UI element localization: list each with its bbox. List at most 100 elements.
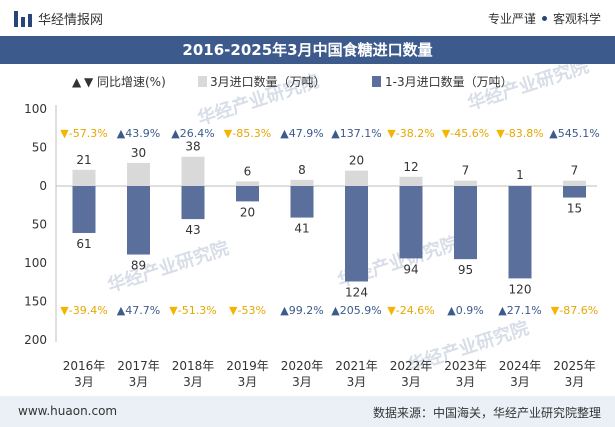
bar-cumulative-label: 124	[345, 285, 368, 299]
footer: www.huaon.com 数据来源：中国海关，华经产业研究院整理	[0, 396, 615, 427]
legend-cumulative-label: 1-3月进口数量（万吨）	[385, 74, 513, 89]
watermark-text: 华经产业研究院	[465, 64, 592, 115]
bar-cumulative	[181, 186, 205, 220]
growth-month-label: ▼-83.8%	[496, 127, 543, 140]
brand-name: 华经情报网	[38, 13, 104, 28]
x-category-month: 3月	[238, 375, 258, 389]
y-tick-label: 100	[24, 102, 47, 116]
y-tick-label: 150	[24, 295, 47, 309]
bar-cumulative	[72, 186, 96, 233]
growth-cumulative-label: ▼-53%	[229, 304, 266, 317]
bar-month	[399, 176, 423, 186]
x-category-year: 2017年	[117, 359, 160, 373]
bar-month	[127, 162, 150, 186]
brand: 华经情报网	[14, 9, 103, 28]
bar-cumulative	[236, 186, 259, 202]
bar-month-label: 20	[349, 154, 364, 168]
tagline: 专业严谨 客观科学	[488, 10, 601, 27]
logo-icon	[14, 10, 32, 27]
growth-month-label: ▲47.9%	[280, 127, 323, 140]
legend-month-label: 3月进口数量（万吨）	[210, 74, 326, 89]
bar-month	[181, 156, 205, 186]
bar-cumulative-label: 43	[185, 223, 200, 237]
growth-month-label: ▲545.1%	[549, 127, 599, 140]
growth-cumulative-label: ▼-87.6%	[551, 304, 598, 317]
growth-month-label: ▲43.9%	[117, 127, 160, 140]
growth-month-label: ▼-45.6%	[442, 127, 489, 140]
growth-month-label: ▼-57.3%	[60, 127, 107, 140]
x-category-year: 2025年	[553, 359, 596, 373]
x-category-month: 3月	[565, 375, 585, 389]
bar-cumulative-label: 15	[567, 202, 582, 216]
x-category-year: 2023年	[444, 359, 487, 373]
y-tick-label: 50	[32, 218, 47, 232]
tagline-2: 客观科学	[552, 12, 601, 26]
growth-cumulative-label: ▲99.2%	[280, 304, 323, 317]
top-bar: 华经情报网 专业严谨 客观科学	[0, 0, 615, 36]
y-tick-label: 100	[24, 256, 47, 270]
bar-month-label: 21	[76, 153, 91, 167]
website-link[interactable]: www.huaon.com	[18, 404, 118, 418]
x-category-month: 3月	[510, 375, 530, 389]
bar-cumulative	[563, 186, 586, 198]
growth-month-label: ▼-38.2%	[387, 127, 434, 140]
growth-cumulative-label: ▲27.1%	[498, 304, 541, 317]
bar-cumulative	[290, 186, 314, 218]
growth-month-label: ▼-85.3%	[224, 127, 271, 140]
growth-month-label: ▲137.1%	[331, 127, 381, 140]
bar-month-label: 38	[185, 140, 200, 154]
legend-cumulative-swatch	[372, 76, 381, 87]
x-category-month: 3月	[74, 375, 94, 389]
growth-month-label: ▲26.4%	[171, 127, 214, 140]
bar-month-label: 7	[462, 164, 470, 178]
x-category-month: 3月	[183, 375, 203, 389]
legend-growth-label: 同比增速(%)	[97, 75, 166, 89]
bar-month	[454, 180, 477, 186]
growth-cumulative-label: ▼-24.6%	[387, 304, 434, 317]
chart-title: 2016-2025年3月中国食糖进口数量	[182, 41, 433, 59]
x-category-year: 2020年	[281, 359, 324, 373]
bar-month	[508, 185, 532, 186]
x-category-month: 3月	[292, 375, 312, 389]
bar-cumulative	[508, 186, 532, 279]
bar-cumulative-label: 120	[509, 282, 532, 296]
watermark-text: 华经产业研究院	[105, 237, 232, 297]
tagline-1: 专业严谨	[487, 12, 536, 26]
bar-cumulative	[399, 186, 423, 259]
growth-cumulative-label: ▲0.9%	[447, 304, 483, 317]
bar-month	[563, 180, 586, 186]
bar-cumulative-label: 61	[76, 237, 91, 251]
bar-month	[290, 179, 314, 186]
growth-cumulative-label: ▼-39.4%	[60, 304, 107, 317]
growth-cumulative-label: ▲205.9%	[331, 304, 381, 317]
bar-cumulative	[454, 186, 477, 260]
growth-cumulative-label: ▼-51.3%	[169, 304, 216, 317]
bar-month-label: 6	[244, 164, 252, 178]
bar-month-label: 1	[516, 168, 524, 182]
bar-cumulative-label: 94	[403, 262, 418, 276]
bar-month-label: 12	[403, 160, 418, 174]
growth-cumulative-label: ▲47.7%	[117, 304, 160, 317]
y-tick-label: 200	[24, 333, 47, 347]
bar-cumulative-label: 41	[294, 222, 309, 236]
y-tick-label: 0	[39, 179, 47, 193]
bar-cumulative-label: 95	[458, 263, 473, 277]
bar-cumulative	[127, 186, 150, 255]
bar-month	[236, 181, 259, 186]
bar-month-label: 30	[131, 146, 146, 160]
title-bar: 2016-2025年3月中国食糖进口数量	[0, 36, 615, 64]
bar-month	[72, 169, 96, 186]
legend-down-icon: ▼	[84, 75, 94, 89]
bar-cumulative-label: 20	[240, 205, 255, 219]
bar-month	[345, 170, 368, 186]
bar-cumulative-label: 89	[131, 259, 146, 273]
x-category-year: 2018年	[172, 359, 215, 373]
bar-month-label: 7	[571, 164, 579, 178]
y-tick-label: 50	[32, 141, 47, 155]
data-source: 数据来源：中国海关，华经产业研究院整理	[372, 406, 601, 420]
x-category-year: 2019年	[226, 359, 269, 373]
x-category-month: 3月	[456, 375, 476, 389]
legend-month-swatch	[198, 76, 207, 87]
x-category-year: 2024年	[499, 359, 542, 373]
